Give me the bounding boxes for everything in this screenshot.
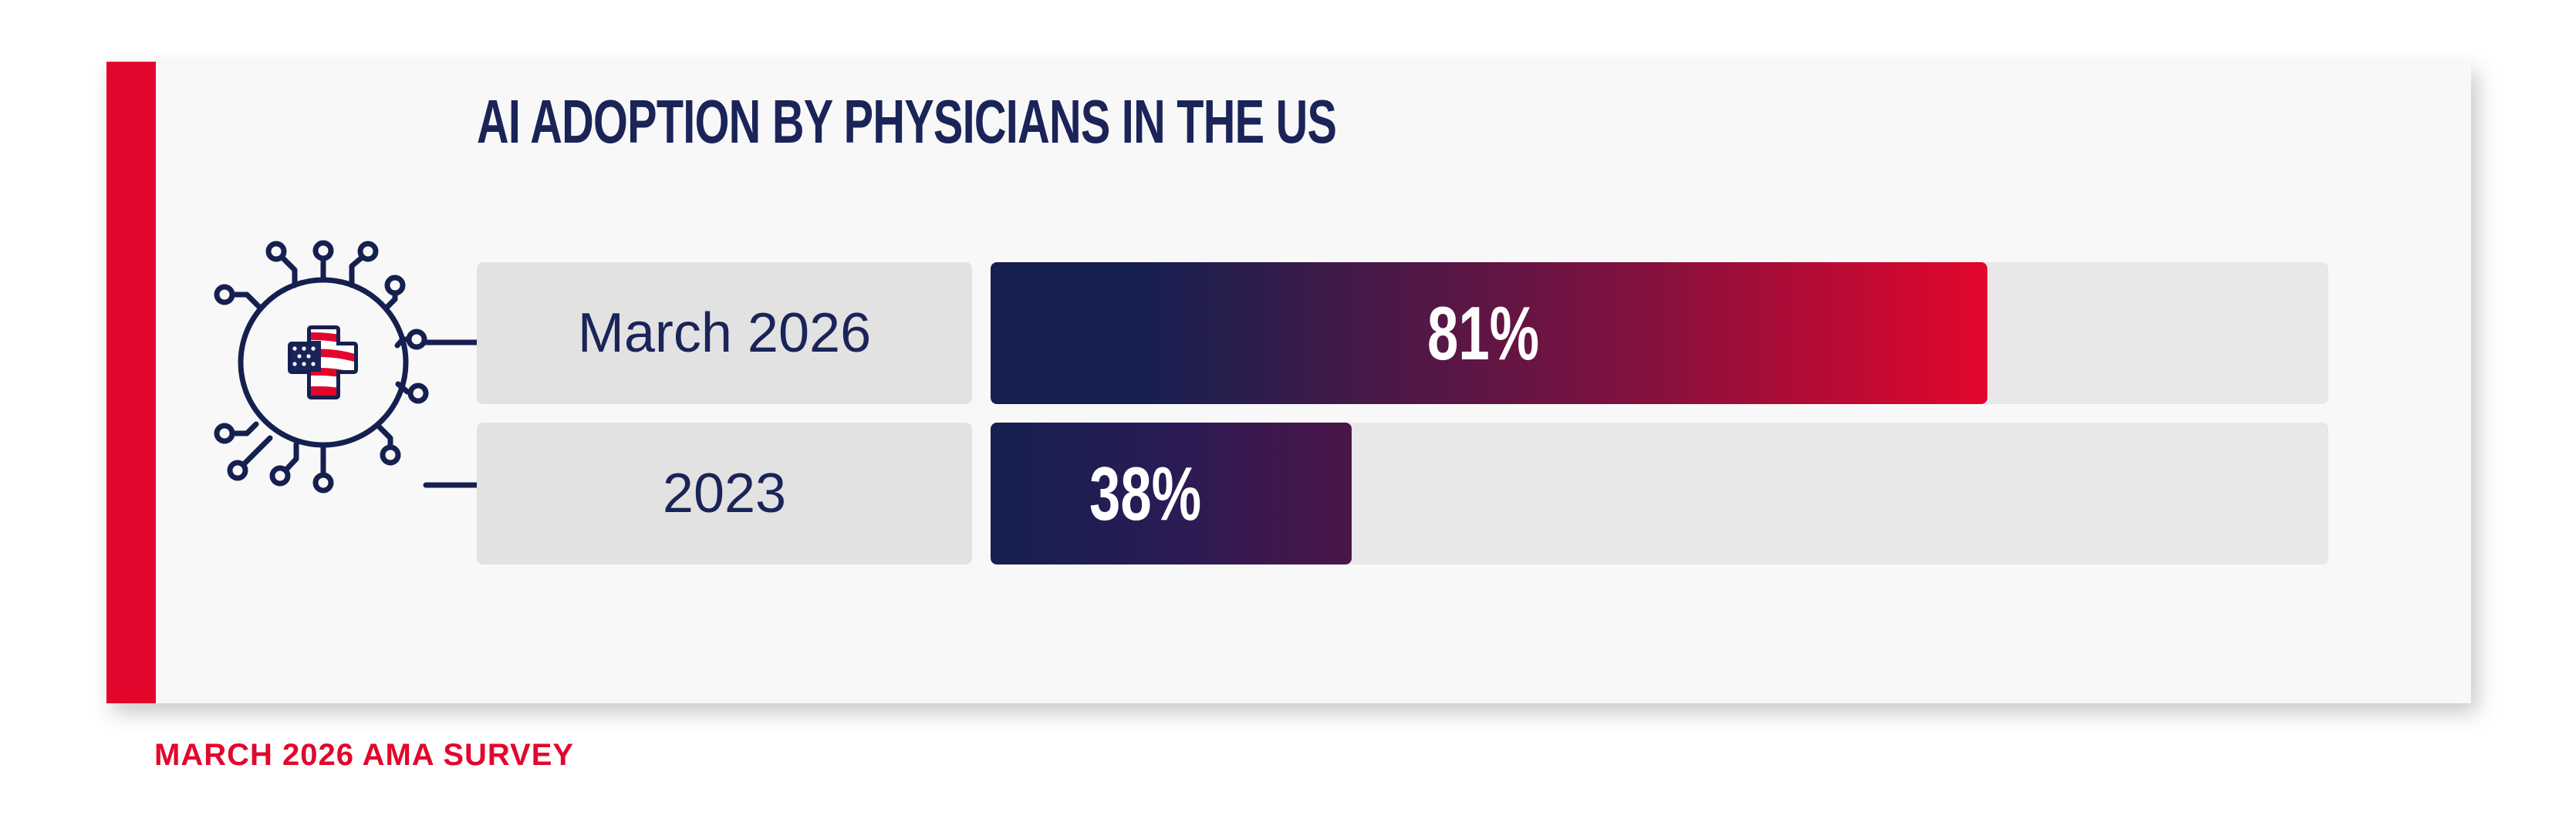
value-label: 38% xyxy=(1089,450,1202,536)
bar-track: 38% xyxy=(991,423,2328,564)
circuit-icon-svg xyxy=(214,240,591,496)
category-label: March 2026 xyxy=(477,262,972,404)
bar-track: 81% xyxy=(991,262,2328,404)
bar xyxy=(991,423,1352,564)
category-label: 2023 xyxy=(477,423,972,564)
us-flag-cross xyxy=(288,325,358,399)
value-label: 81% xyxy=(1427,290,1540,376)
medical-cross-us-flag-circuit-icon xyxy=(123,177,591,563)
source-footnote: MARCH 2026 AMA SURVEY xyxy=(154,738,575,772)
bar xyxy=(991,262,1987,404)
chart-title: AI ADOPTION BY PHYSICIANS IN THE US xyxy=(477,87,1337,156)
accent-bar xyxy=(106,62,156,703)
